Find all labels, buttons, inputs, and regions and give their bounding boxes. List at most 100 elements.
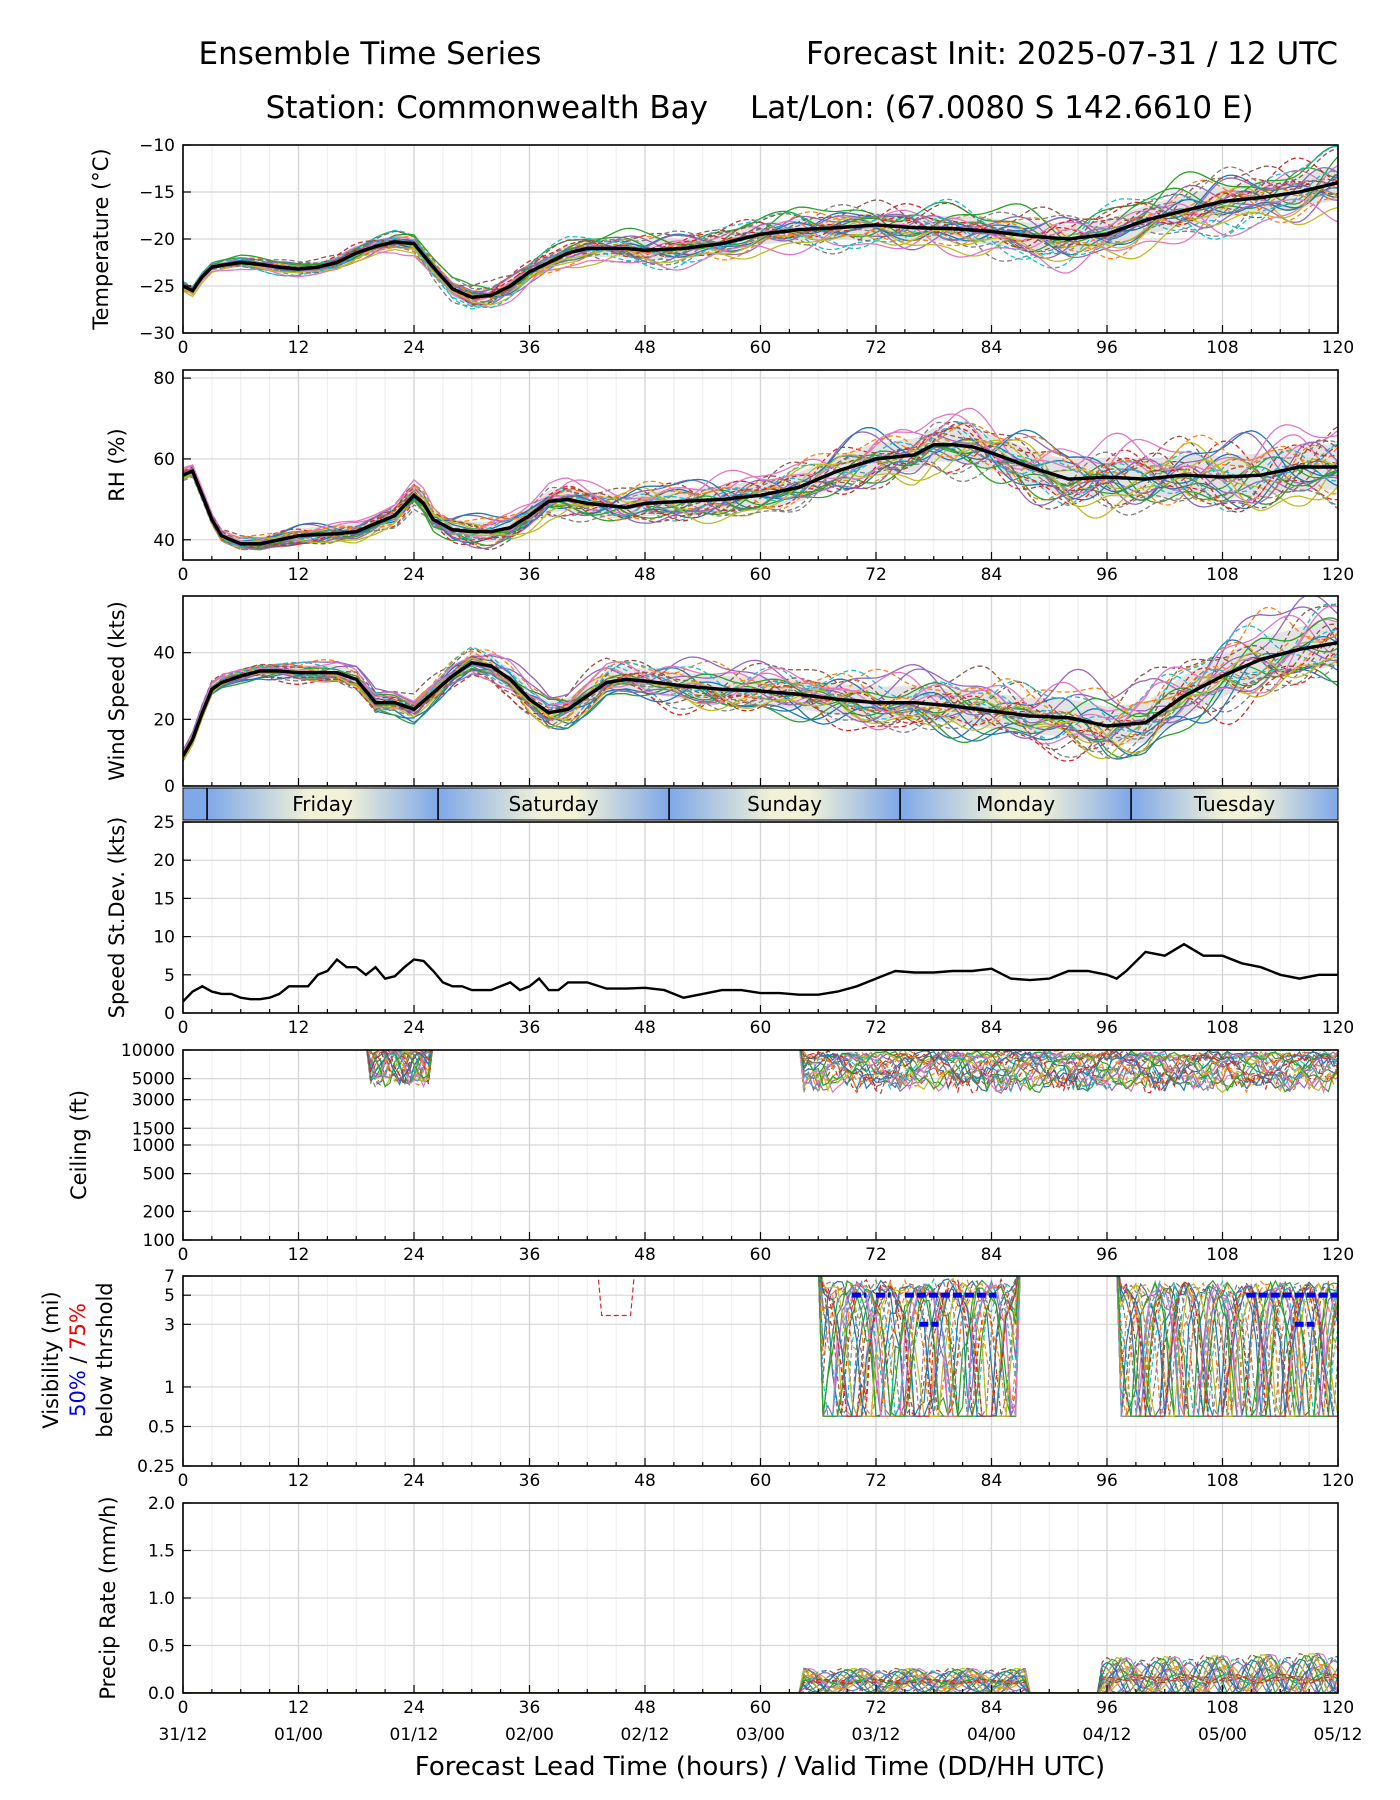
visibility-member-line — [821, 1276, 1338, 1417]
x-tick-label: 108 — [1206, 1471, 1238, 1491]
ceiling-member-line — [366, 1050, 1338, 1093]
y-axis-label: Ceiling (ft) — [67, 1090, 91, 1200]
ensemble-mean-line — [183, 180, 1338, 300]
panels: 0 12 24 36 48 60 72 84 96 108 120−30−25−20−15−10Te… — [67, 136, 1354, 1718]
ensemble-member-line — [183, 413, 1338, 543]
valid-time-tick-label: 01/00 — [274, 1725, 323, 1745]
y-tick-label: 5 — [164, 1286, 175, 1306]
ceiling-member-line — [368, 1050, 1338, 1094]
x-tick-label: 36 — [519, 1698, 541, 1718]
ceiling-member-line — [366, 1050, 1338, 1094]
y-tick-label: 100 — [143, 1231, 175, 1251]
ensemble-member-line — [183, 603, 1338, 755]
x-tick-label: 84 — [981, 1245, 1003, 1265]
y-tick-label: 25 — [153, 813, 175, 833]
x-tick-label: 48 — [634, 338, 656, 358]
y-tick-label: 15 — [153, 889, 175, 909]
ensemble-mean-line — [183, 443, 1338, 546]
ensemble-member-line — [183, 662, 1338, 762]
y-tick-label: 1500 — [132, 1119, 175, 1139]
visibility-ylabel-line2: 50% / 75% — [66, 1303, 90, 1417]
y-tick-label: 2.0 — [148, 1494, 175, 1514]
x-tick-label: 24 — [403, 1471, 425, 1491]
valid-time-tick-label: 02/12 — [621, 1725, 670, 1745]
x-tick-label: 72 — [865, 565, 887, 585]
x-tick-label: 60 — [750, 1698, 772, 1718]
x-tick-label: 60 — [750, 565, 772, 585]
plot-content — [183, 596, 1338, 762]
x-tick-label: 0 — [178, 1698, 189, 1718]
valid-time-tick-label: 04/12 — [1083, 1725, 1132, 1745]
ensemble-member-line — [183, 625, 1338, 758]
speed-stdev-line — [183, 942, 1338, 1003]
x-tick-label: 120 — [1322, 1471, 1354, 1491]
visibility-ylabel: Visibility (mi) 50% / 75% below thrshold — [39, 1282, 117, 1437]
ensemble-member-line — [183, 623, 1338, 758]
ceiling-member-line — [366, 1050, 1338, 1091]
x-tick-label: 24 — [403, 1245, 425, 1265]
valid-time-tick-label: 05/12 — [1314, 1725, 1363, 1745]
y-tick-label: 60 — [153, 450, 175, 470]
ceiling-member-line — [366, 1050, 1338, 1093]
ensemble-member-line — [183, 422, 1338, 539]
ceiling-member-line — [366, 1050, 1338, 1095]
x-tick-label: 12 — [288, 1471, 310, 1491]
y-tick-label: 20 — [153, 851, 175, 871]
x-tick-label: 120 — [1322, 1698, 1354, 1718]
x-tick-label: 48 — [634, 1018, 656, 1038]
x-tick-label: 24 — [403, 565, 425, 585]
x-tick-label: 60 — [750, 1018, 772, 1038]
panel-ceiling: 0 12 24 36 48 60 72 84 96 108 120 100 200 500 10001500… — [67, 1041, 1354, 1265]
y-tick-label: 1 — [164, 1378, 175, 1398]
y-tick-label: 0.5 — [148, 1637, 175, 1657]
day-strip-frame — [182, 787, 1339, 821]
p75-label: 75% — [66, 1303, 90, 1350]
ceiling-member-line — [366, 1050, 1338, 1092]
ceiling-member-line — [366, 1050, 1338, 1093]
panel-temperature: 0 12 24 36 48 60 72 84 96 108 120 −30 −25 −20 −15 −10 Te… — [89, 136, 1354, 358]
ensemble-member-line — [183, 421, 1338, 541]
x-tick-label: 12 — [288, 338, 310, 358]
x-tick-label: 0 — [178, 1245, 189, 1265]
panel-rh: 0 12 24 36 48 60 72 84 96 108 120 40 60 80 RH (%) — [105, 369, 1354, 585]
ensemble-member-line — [183, 157, 1338, 303]
ensemble-member-line — [183, 660, 1338, 759]
plot-content — [183, 1652, 1338, 1693]
y-tick-label: 1.5 — [148, 1542, 175, 1562]
x-axis-label: Forecast Lead Time (hours) / Valid Time … — [415, 1752, 1105, 1782]
y-tick-label: 40 — [153, 531, 175, 551]
y-axis-label: Precip Rate (mm/h) — [96, 1496, 120, 1699]
visibility-member-line — [818, 1276, 1338, 1417]
x-tick-label: 84 — [981, 1698, 1003, 1718]
visibility-member-line — [818, 1276, 1338, 1417]
forecast-init: Forecast Init: 2025-07-31 / 12 UTC — [806, 36, 1338, 72]
valid-time-tick-label: 02/00 — [505, 1725, 554, 1745]
y-tick-label: 80 — [153, 369, 175, 389]
valid-time-tick-label: 01/12 — [390, 1725, 439, 1745]
x-tick-label: 60 — [750, 1245, 772, 1265]
x-tick-label: 96 — [1096, 1698, 1118, 1718]
x-tick-label: 120 — [1322, 1018, 1354, 1038]
visibility-member-line — [818, 1276, 1338, 1417]
y-tick-label: 20 — [153, 710, 175, 730]
x-tick-label: 72 — [865, 1471, 887, 1491]
p50-label: 50% — [66, 1370, 90, 1417]
day-block — [438, 788, 670, 820]
plot-content — [366, 1050, 1338, 1095]
x-tick-label: 108 — [1206, 1018, 1238, 1038]
visibility-member-line — [818, 1276, 1338, 1417]
day-block — [1131, 788, 1338, 820]
ensemble-member-line — [183, 192, 1338, 302]
x-tick-label: 36 — [519, 1018, 541, 1038]
precip-member-line — [183, 1656, 1338, 1693]
ensemble-member-line — [183, 602, 1338, 752]
ensemble-member-line — [183, 172, 1338, 299]
precip-member-line — [183, 1652, 1338, 1693]
day-label: Tuesday — [1193, 792, 1276, 816]
precip-member-line — [183, 1655, 1338, 1693]
visibility-member-line — [819, 1276, 1338, 1417]
y-tick-label: 500 — [143, 1165, 175, 1185]
ensemble-member-line — [183, 605, 1338, 756]
y-tick-label: 10000 — [121, 1041, 175, 1061]
y-tick-label: −10 — [139, 136, 175, 156]
